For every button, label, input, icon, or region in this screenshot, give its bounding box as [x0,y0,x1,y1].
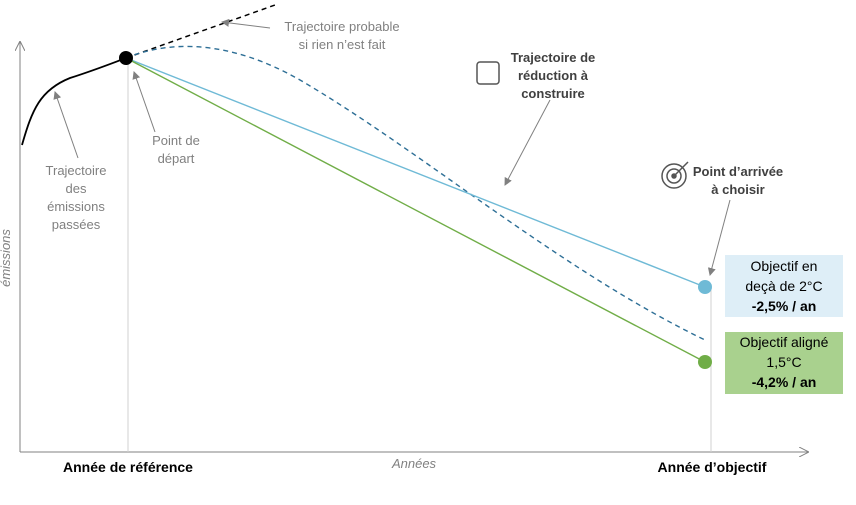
pointers [53,18,731,276]
annotation: des [66,181,87,196]
axis-label: Année d’objectif [658,459,767,475]
target-rate: -2,5% / an [752,298,817,314]
target-text: Objectif en [751,258,818,274]
annotation: Trajectoire probable [284,19,399,34]
annotation: si rien n’est fait [299,37,386,52]
axis-title: Années [391,456,437,471]
axes [20,42,808,452]
annotation: passées [52,217,101,232]
annotation: départ [158,151,195,166]
annotation: à choisir [711,182,764,197]
annotation: construire [521,86,585,101]
target-text: 1,5°C [766,354,801,370]
annotation: émissions [47,199,105,214]
target-text: Objectif aligné [740,334,829,350]
target-text: deçà de 2°C [745,278,822,294]
annotation: Trajectoire [46,163,107,178]
trajectories [21,4,712,369]
target-rate: -4,2% / an [752,374,817,390]
annotation: Point de [152,133,200,148]
annotation: Trajectoire de [511,50,596,65]
icons [476,61,689,189]
target-box [725,255,843,317]
axis-label: Année de référence [63,459,193,475]
target-box [725,332,843,394]
annotation: Point d’arrivée [693,164,783,179]
annotation: réduction à [518,68,589,83]
axis-title: émissions [0,229,13,287]
